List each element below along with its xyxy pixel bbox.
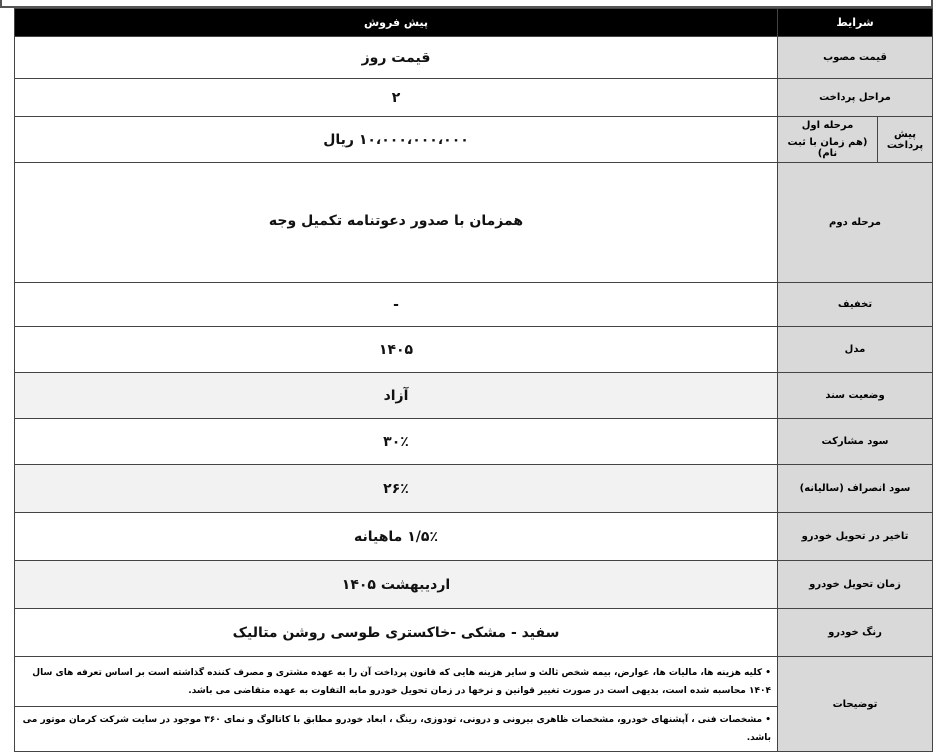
table-row: مرحله دوم همزمان با صدور دعوتنامه تکمیل …	[14, 162, 933, 283]
table-row: رنگ خودرو سفید - مشکی -خاکستری طوسی روشن…	[14, 608, 933, 657]
row-label: سود انصراف (سالیانه)	[777, 464, 933, 513]
table-row: مدل ۱۴۰۵	[14, 326, 933, 373]
row-value: -	[14, 282, 778, 327]
row-value: آزاد	[14, 372, 778, 419]
row-value: ۲۶٪	[14, 464, 778, 513]
row-label: رنگ خودرو	[777, 608, 933, 657]
row-label: تخفیف	[777, 282, 933, 327]
table-row: سود مشارکت ۳۰٪	[14, 418, 933, 465]
row-label: مرحله اول (هم زمان با ثبت نام)	[777, 116, 878, 163]
note-item: • کلیه هزینه ها، مالیات ها، عوارض، بیمه …	[14, 656, 778, 707]
row-value: اردیبهشت ۱۴۰۵	[14, 560, 778, 609]
table-row: زمان تحویل خودرو اردیبهشت ۱۴۰۵	[14, 560, 933, 609]
row-label: تاخیر در تحویل خودرو	[777, 512, 933, 561]
header-row: شرایط پیش فروش	[14, 8, 933, 37]
row-value: ۱۴۰۵	[14, 326, 778, 373]
row-value: ۲	[14, 78, 778, 117]
prepayment-group-label: پیش پرداخت	[877, 116, 933, 163]
stage-one-sublabel: (هم زمان با ثبت نام)	[787, 137, 868, 159]
note-item: • مشخصات فنی ، آپشنهای خودرو، مشخصات ظاه…	[14, 706, 778, 752]
table-row: پیش پرداخت مرحله اول (هم زمان با ثبت نام)…	[14, 116, 933, 163]
table-row: قیمت مصوب قیمت روز	[14, 36, 933, 79]
row-label: مرحله دوم	[777, 162, 933, 283]
row-label: سود مشارکت	[777, 418, 933, 465]
notes-label: توضیحات	[777, 656, 933, 752]
stage-one-label: مرحله اول	[801, 120, 854, 131]
row-value: سفید - مشکی -خاکستری طوسی روشن متالیک	[14, 608, 778, 657]
table-row: تاخیر در تحویل خودرو ۱/۵٪ ماهیانه	[14, 512, 933, 561]
table-row: سود انصراف (سالیانه) ۲۶٪	[14, 464, 933, 513]
table-row: مراحل پرداخت ۲	[14, 78, 933, 117]
row-label: زمان تحویل خودرو	[777, 560, 933, 609]
notes-row: توضیحات • کلیه هزینه ها، مالیات ها، عوار…	[14, 656, 933, 752]
row-value: ۱۰،۰۰۰،۰۰۰،۰۰۰ ریال	[14, 116, 778, 163]
row-value: ۳۰٪	[14, 418, 778, 465]
table-row: وضعیت سند آزاد	[14, 372, 933, 419]
row-value: قیمت روز	[14, 36, 778, 79]
row-label: مدل	[777, 326, 933, 373]
header-presale: پیش فروش	[14, 8, 778, 37]
header-conditions: شرایط	[777, 8, 933, 37]
row-value: ۱/۵٪ ماهیانه	[14, 512, 778, 561]
row-label: مراحل پرداخت	[777, 78, 933, 117]
presale-conditions-table: شرایط پیش فروش قیمت مصوب قیمت روز مراحل …	[14, 8, 933, 752]
row-label: قیمت مصوب	[777, 36, 933, 79]
notes-row: • مشخصات فنی ، آپشنهای خودرو، مشخصات ظاه…	[14, 706, 933, 752]
table-row: تخفیف -	[14, 282, 933, 327]
row-value: همزمان با صدور دعوتنامه تکمیل وجه	[14, 162, 778, 283]
top-border	[0, 0, 933, 8]
row-label: وضعیت سند	[777, 372, 933, 419]
